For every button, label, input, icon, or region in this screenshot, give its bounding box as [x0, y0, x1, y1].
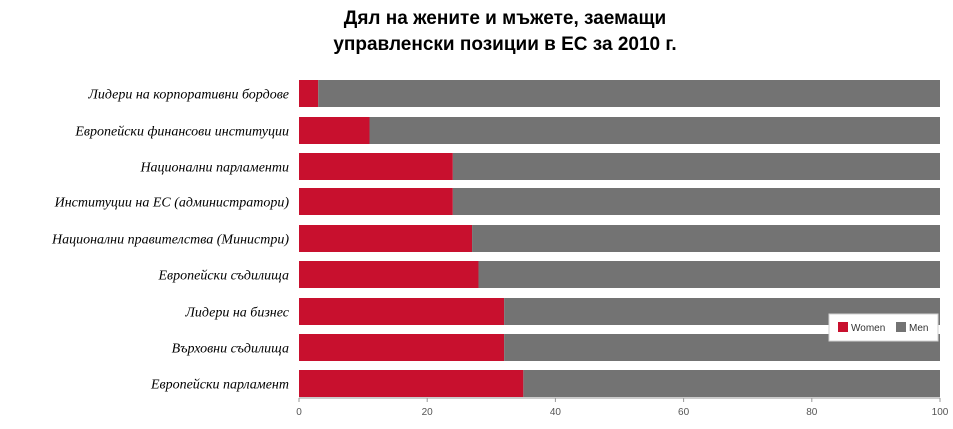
bar-men-1: [369, 117, 940, 144]
legend-label-women: Women: [851, 323, 885, 334]
bar-women-6: [299, 298, 505, 325]
bar-women-2: [299, 153, 453, 180]
x-tick-label-0: 0: [296, 407, 302, 418]
bar-men-8: [523, 370, 940, 397]
category-label-3: Институции на ЕС (администратори): [54, 196, 290, 211]
bar-men-3: [452, 188, 940, 215]
category-label-4: Национални правителства (Министри): [51, 233, 289, 248]
category-label-2: Национални парламенти: [139, 161, 289, 176]
legend-swatch-men: [896, 322, 906, 332]
category-label-6: Лидери на бизнес: [184, 306, 289, 321]
category-label-8: Европейски парламент: [150, 378, 289, 393]
bar-men-0: [318, 80, 941, 107]
bar-women-3: [299, 188, 453, 215]
bar-women-7: [299, 334, 505, 361]
legend-swatch-women: [838, 322, 848, 332]
bar-men-2: [452, 153, 940, 180]
category-label-0: Лидери на корпоративни бордове: [87, 88, 289, 103]
category-label-1: Европейски финансови институции: [74, 125, 289, 140]
x-tick-label-5: 100: [932, 407, 949, 418]
legend-label-men: Men: [909, 323, 928, 334]
bar-women-1: [299, 117, 370, 144]
bar-men-4: [472, 225, 940, 252]
x-tick-label-1: 20: [422, 407, 434, 418]
bar-women-0: [299, 80, 319, 107]
x-tick-label-2: 40: [550, 407, 562, 418]
bar-women-4: [299, 225, 473, 252]
category-label-7: Върховни съдилища: [172, 342, 289, 357]
bar-men-5: [478, 261, 940, 288]
chart-title-line-1: Дял на жените и мъжете, заемащи: [343, 8, 667, 29]
chart-title: Дял на жените и мъжете, заемащи управлен…: [200, 6, 810, 58]
x-tick-label-3: 60: [678, 407, 690, 418]
bar-women-8: [299, 370, 524, 397]
chart-title-line-2: управленски позиции в ЕС за 2010 г.: [333, 34, 677, 55]
bar-women-5: [299, 261, 479, 288]
category-label-5: Европейски съдилища: [157, 269, 289, 284]
x-tick-label-4: 80: [806, 407, 818, 418]
